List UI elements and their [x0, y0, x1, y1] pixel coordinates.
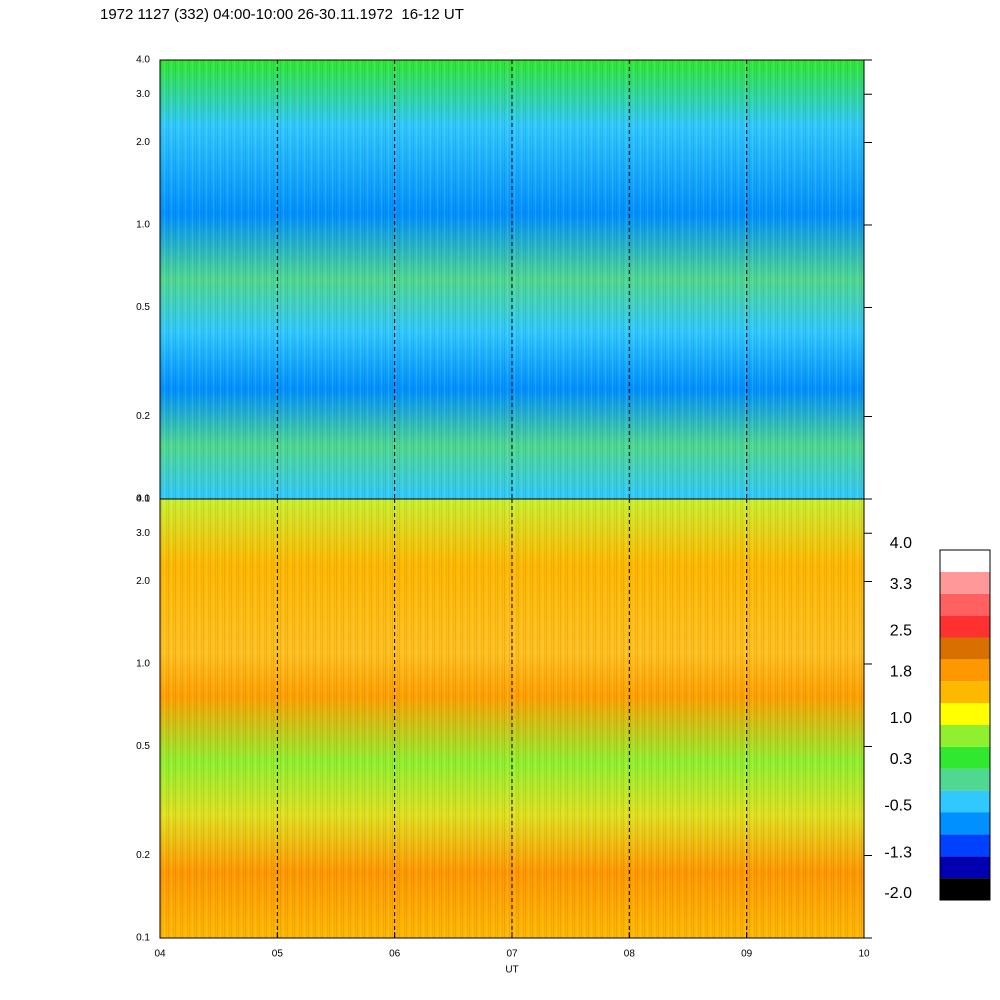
- colorbar-box: [940, 681, 990, 704]
- y-tick-label: 2.0: [136, 137, 150, 148]
- colorbar-label: -1.3: [884, 844, 912, 861]
- colorbar-box: [940, 659, 990, 682]
- colorbar-box: [940, 856, 990, 879]
- colorbar-box: [940, 812, 990, 835]
- x-tick-label: 05: [272, 949, 284, 960]
- chart-title: 1972 1127 (332) 04:00-10:00 26-30.11.197…: [100, 6, 464, 23]
- y-tick-label: 0.2: [136, 411, 150, 422]
- colorbar-label: 4.0: [890, 535, 912, 552]
- colorbar-label: 1.0: [890, 710, 912, 727]
- colorbar-label: 0.3: [890, 751, 912, 768]
- colorbar-box: [940, 571, 990, 594]
- y-tick-label: 3.0: [136, 528, 150, 539]
- x-tick-label: 08: [624, 949, 636, 960]
- y-tick-label: 4.0: [136, 494, 150, 505]
- colorbar-border: [939, 549, 991, 901]
- colorbar-box: [940, 834, 990, 857]
- colorbar-box: [940, 550, 990, 572]
- colorbar-label: 3.3: [890, 576, 912, 593]
- y-tick-label: 4.0: [136, 55, 150, 66]
- colorbar-label: -2.0: [884, 885, 912, 902]
- y-tick-label: 2.0: [136, 576, 150, 587]
- y-tick-label: 0.1: [136, 494, 150, 505]
- colorbar-label: 2.5: [890, 623, 912, 640]
- colorbar-box: [940, 878, 990, 900]
- colorbar-label: -0.5: [884, 798, 912, 815]
- y-tick-label: 3.0: [136, 89, 150, 100]
- y-tick-label: 1.0: [136, 659, 150, 670]
- colorbar-box: [940, 746, 990, 769]
- colorbar-box: [940, 725, 990, 747]
- colorbar-label: 1.8: [890, 664, 912, 681]
- y-tick-label: 0.1: [136, 933, 150, 944]
- x-axis-label: UT: [505, 965, 518, 976]
- y-tick-label: 0.5: [136, 741, 150, 752]
- y-tick-label: 0.5: [136, 302, 150, 313]
- colorbar-box: [940, 768, 990, 791]
- y-tick-label: 0.2: [136, 850, 150, 861]
- x-tick-label: 10: [858, 949, 870, 960]
- colorbar-box: [940, 703, 990, 725]
- x-tick-label: 04: [154, 949, 166, 960]
- colorbar-box: [940, 593, 990, 616]
- colorbar-box: [940, 615, 990, 638]
- x-tick-label: 09: [741, 949, 753, 960]
- colorbar-box: [940, 790, 990, 813]
- colorbar-box: [940, 637, 990, 660]
- y-tick-label: 1.0: [136, 220, 150, 231]
- x-tick-label: 07: [506, 949, 518, 960]
- x-tick-label: 06: [389, 949, 401, 960]
